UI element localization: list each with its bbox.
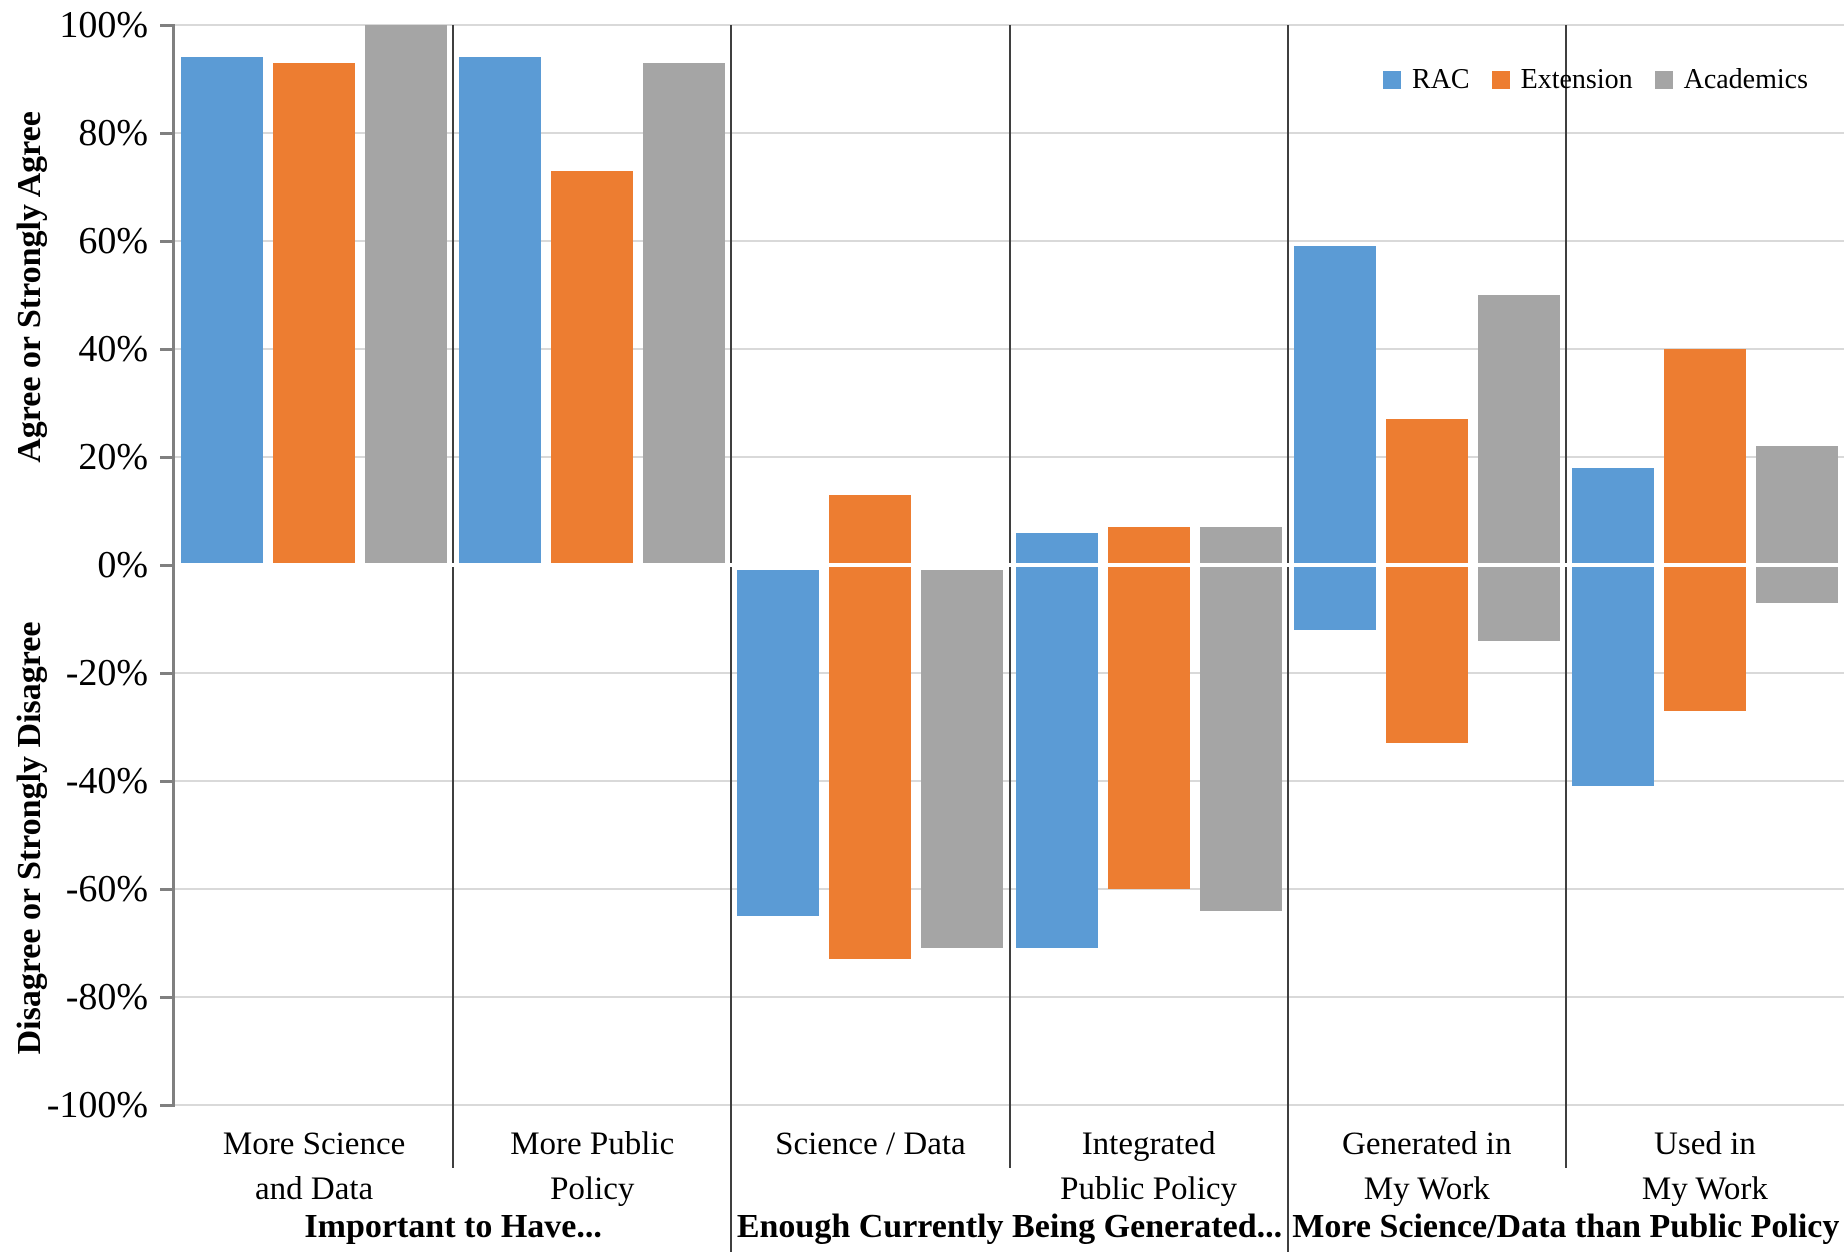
legend-swatch-extension — [1491, 71, 1510, 89]
y-tick-label: 40% — [78, 328, 148, 370]
bar-academics-5 — [1755, 446, 1838, 603]
section-divider — [1286, 25, 1289, 1252]
bar-rac-0 — [181, 57, 264, 565]
zero-baseline — [175, 563, 1844, 567]
y-axis-title-agree: Agree or Strongly Agree — [11, 111, 48, 463]
y-tick-mark — [160, 456, 175, 459]
y-tick-mark — [160, 24, 175, 27]
category-divider — [1564, 25, 1567, 1168]
legend-label-extension: Extension — [1520, 64, 1633, 95]
y-tick-label: -60% — [65, 868, 148, 910]
y-tick-label: 0% — [97, 544, 148, 586]
legend-swatch-academics — [1654, 71, 1673, 89]
y-tick-mark — [160, 564, 175, 567]
bar-extension-5 — [1663, 349, 1746, 711]
bar-academics-0 — [365, 25, 448, 565]
y-tick-label: -100% — [46, 1084, 148, 1126]
y-tick-mark — [160, 1104, 175, 1107]
bar-rac-1 — [459, 57, 542, 565]
y-tick-mark — [160, 240, 175, 243]
bar-rac-2 — [737, 570, 820, 916]
category-label: Used in My Work — [1566, 1122, 1844, 1212]
category-label-line: More Public — [510, 1126, 675, 1162]
bar-academics-2 — [921, 570, 1004, 949]
category-divider — [1008, 25, 1011, 1168]
y-tick-mark — [160, 132, 175, 135]
legend-label-rac: RAC — [1412, 64, 1470, 95]
bar-academics-3 — [1199, 527, 1282, 911]
bar-extension-0 — [273, 62, 356, 565]
legend-item-extension: Extension — [1491, 64, 1633, 96]
y-tick-mark — [160, 780, 175, 783]
category-label-line: and Data — [254, 1171, 374, 1207]
bar-extension-1 — [551, 170, 634, 565]
section-label: More Science/Data than Public Policy — [1292, 1208, 1840, 1245]
legend-item-academics: Academics — [1654, 64, 1808, 96]
category-label-line: Used in — [1654, 1126, 1756, 1162]
section-label: Enough Currently Being Generated... — [736, 1208, 1283, 1245]
section-label: Important to Have... — [304, 1208, 602, 1245]
bar-rac-4 — [1293, 246, 1376, 630]
bar-extension-3 — [1107, 527, 1190, 889]
y-tick-mark — [160, 672, 175, 675]
y-tick-label: -40% — [65, 760, 148, 802]
category-label-line: Public Policy — [1060, 1171, 1238, 1207]
category-label-line: Science / Data — [775, 1126, 966, 1162]
bar-extension-4 — [1385, 419, 1468, 744]
category-divider — [452, 25, 455, 1168]
y-tick-mark — [160, 348, 175, 351]
category-label: More Science and Data — [175, 1122, 453, 1212]
category-label: More Public Policy — [453, 1122, 731, 1212]
category-label-line: More Science — [222, 1126, 406, 1162]
y-tick-label: 20% — [78, 436, 148, 478]
bar-rac-5 — [1571, 467, 1654, 787]
y-axis-line — [172, 25, 175, 1105]
bar-academics-1 — [643, 62, 726, 565]
category-label: Science / Data — [731, 1122, 1009, 1167]
category-label-line: Generated in — [1341, 1126, 1512, 1162]
bar-extension-2 — [829, 494, 912, 960]
category-label: Generated in My Work — [1288, 1122, 1566, 1212]
bar-rac-3 — [1015, 532, 1098, 949]
y-tick-label: 60% — [78, 220, 148, 262]
legend: RAC Extension Academics — [1383, 64, 1808, 96]
y-tick-label: -80% — [65, 976, 148, 1018]
y-tick-mark — [160, 888, 175, 891]
bar-academics-4 — [1477, 295, 1560, 641]
legend-label-academics: Academics — [1683, 64, 1808, 95]
y-tick-label: 100% — [59, 4, 148, 46]
y-tick-mark — [160, 996, 175, 999]
category-label-line: Policy — [550, 1171, 635, 1207]
category-label-line: My Work — [1641, 1171, 1768, 1207]
y-tick-label: -20% — [65, 652, 148, 694]
category-label-line: My Work — [1363, 1171, 1490, 1207]
category-label-line: Integrated — [1081, 1126, 1216, 1162]
legend-item-rac: RAC — [1383, 64, 1470, 96]
section-divider — [730, 25, 733, 1252]
legend-swatch-rac — [1383, 71, 1402, 89]
y-tick-label: 80% — [78, 112, 148, 154]
category-label: Integrated Public Policy — [1010, 1122, 1288, 1212]
